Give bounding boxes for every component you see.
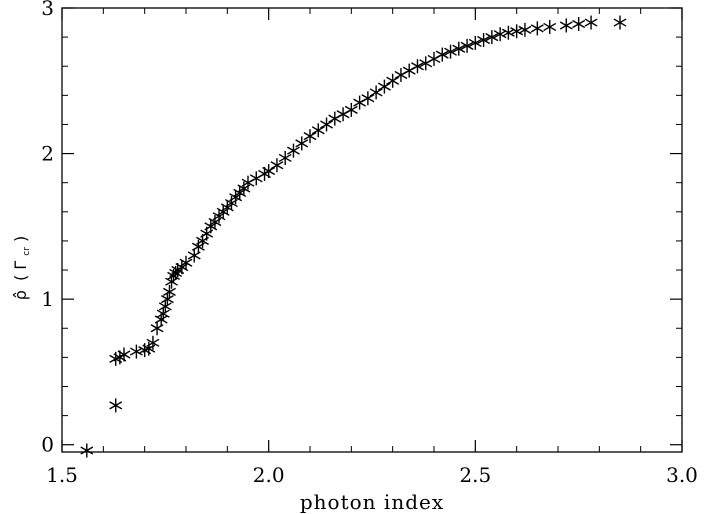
- data-point: [80, 443, 94, 458]
- data-point: [377, 79, 391, 94]
- data-point: [530, 21, 544, 36]
- data-point: [160, 292, 174, 307]
- data-point: [444, 44, 457, 59]
- data-point: [344, 102, 358, 117]
- data-point: [156, 306, 170, 321]
- data-point: [427, 51, 441, 66]
- data-point: [510, 24, 524, 39]
- y-axis-label-symbol: ρ̂: [11, 290, 30, 300]
- data-point: [361, 91, 375, 106]
- y-axis-label: ρ̂ ( Γ cr ): [11, 236, 33, 301]
- data-point: [485, 30, 499, 45]
- data-point: [435, 47, 449, 62]
- data-point: [518, 22, 532, 37]
- data-point: [278, 150, 292, 165]
- data-point: [369, 85, 383, 100]
- data-point: [501, 25, 515, 40]
- data-point: [303, 129, 317, 144]
- x-tick-label: 2.0: [253, 463, 285, 487]
- data-point: [270, 158, 284, 173]
- data-point: [452, 41, 466, 56]
- data-point: [249, 171, 263, 186]
- data-point: [543, 19, 557, 34]
- data-point: [146, 335, 160, 350]
- data-point: [584, 15, 598, 30]
- data-point: [559, 18, 573, 33]
- data-point: [477, 33, 491, 48]
- data-point: [262, 164, 276, 179]
- plot-frame: [61, 7, 683, 453]
- data-point: [129, 344, 143, 359]
- data-point: [179, 255, 193, 270]
- x-tick-label: 1.5: [46, 463, 78, 487]
- data-point: [109, 398, 123, 413]
- data-point: [328, 111, 342, 126]
- data-point: [287, 143, 300, 158]
- svg-text:ρ̂ ( Γ cr: ρ̂ ( Γ cr ): [11, 236, 33, 301]
- data-point: [336, 107, 350, 122]
- data-point: [394, 67, 408, 82]
- x-tick-label: 3.0: [666, 463, 698, 487]
- y-tick-label: 1: [41, 287, 54, 311]
- data-point: [402, 63, 416, 78]
- data-point: [320, 117, 333, 132]
- y-axis-label-close: ): [11, 236, 30, 242]
- data-point: [117, 347, 131, 362]
- data-point: [613, 15, 627, 30]
- data-points: [80, 15, 627, 458]
- data-point: [493, 27, 507, 42]
- data-point: [411, 59, 424, 74]
- y-tick-label: 3: [41, 0, 54, 20]
- data-point: [386, 73, 400, 88]
- data-point: [295, 136, 309, 151]
- y-axis-label-sub: cr: [22, 247, 32, 256]
- data-point: [460, 38, 474, 53]
- plot-area: [61, 7, 683, 453]
- axis-ticks: [61, 7, 683, 452]
- data-point: [468, 35, 482, 50]
- tick-labels: 1.5 2.0 2.5 3.0 0 1 2 3: [41, 0, 698, 487]
- y-axis-label-main: Γ: [11, 261, 30, 270]
- y-tick-label: 0: [41, 433, 54, 457]
- data-point: [163, 284, 176, 299]
- x-axis-label: photon index: [300, 490, 444, 514]
- data-point: [158, 299, 172, 314]
- x-tick-label: 2.5: [459, 463, 491, 487]
- data-point: [311, 123, 325, 138]
- data-point: [572, 17, 586, 32]
- y-axis-label-open: (: [11, 275, 30, 281]
- y-tick-label: 2: [41, 142, 54, 166]
